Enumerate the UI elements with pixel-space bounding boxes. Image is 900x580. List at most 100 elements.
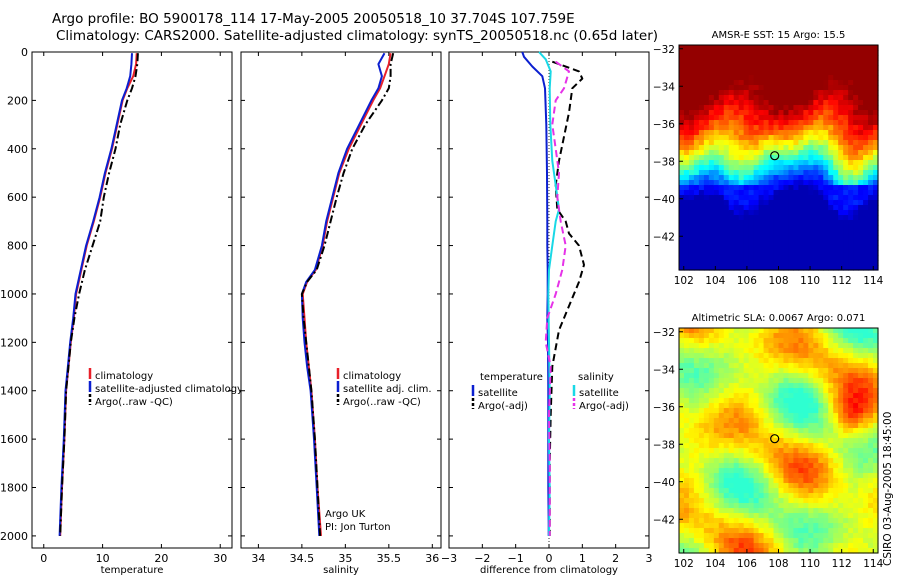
map-cell [863, 518, 869, 524]
map-cell [743, 180, 750, 186]
map-cell [758, 433, 765, 439]
map-cell [733, 160, 740, 166]
map-cell [773, 493, 780, 499]
map-cell [858, 255, 864, 261]
map-cell [718, 50, 725, 56]
map-cell [868, 160, 874, 166]
map-cell [803, 403, 809, 409]
map-cell [813, 155, 819, 161]
map-cell [683, 255, 690, 261]
map-cell [703, 473, 710, 479]
map-cell [738, 45, 745, 51]
map-cell [763, 353, 770, 359]
map-cell [718, 155, 725, 161]
map-cell [758, 70, 765, 76]
map-cell [803, 513, 809, 519]
map-cell [679, 255, 685, 261]
map-cell [713, 150, 720, 156]
map-cell [713, 533, 720, 539]
map-cell [833, 230, 839, 236]
map-cell [758, 260, 765, 266]
map-cell [788, 363, 795, 369]
map-cell [763, 543, 770, 549]
map-cell [808, 80, 814, 86]
map-cell [713, 45, 720, 51]
map-cell [823, 190, 829, 196]
map-cell [748, 458, 755, 464]
map-cell [758, 393, 765, 399]
map-cell [763, 240, 770, 246]
map-cell [803, 205, 809, 211]
map-cell [748, 60, 755, 66]
map-cell [818, 393, 824, 399]
map-cell [748, 90, 755, 96]
map-cell [803, 538, 809, 544]
map-cell [858, 418, 864, 424]
map-cell [733, 483, 740, 489]
map-cell [823, 225, 829, 231]
map-cell [838, 408, 844, 414]
map-cell [838, 100, 844, 106]
map-cell [833, 70, 839, 76]
map-cell [833, 468, 839, 474]
map-cell [733, 75, 740, 81]
map-cell [873, 160, 879, 166]
map-cell [848, 438, 854, 444]
legend-entry: Argo(-adj) [579, 401, 629, 412]
map-cell [853, 220, 859, 226]
map-cell [693, 175, 700, 181]
map-cell [848, 195, 854, 201]
map-cell [813, 498, 819, 504]
map-cell [818, 165, 824, 171]
map-cell [703, 443, 710, 449]
map-cell [808, 120, 814, 126]
map-cell [688, 533, 695, 539]
map-cell [708, 453, 715, 459]
map-cell [828, 443, 834, 449]
series-line-satellite-adj-clim- [300, 52, 386, 536]
map-cell [713, 125, 720, 131]
map-cell [708, 245, 715, 251]
map-cell [778, 255, 785, 261]
map-cell [833, 65, 839, 71]
map-cell [833, 428, 839, 434]
map-cell [738, 473, 745, 479]
map-cell [763, 548, 770, 554]
map-cell [679, 140, 685, 146]
map-cell [823, 175, 829, 181]
map-cell [803, 333, 809, 339]
x-tick-label: 112 [832, 275, 852, 287]
map-cell [813, 65, 819, 71]
map-cell [713, 538, 720, 544]
map-cell [718, 105, 725, 111]
map-cell [679, 55, 685, 61]
map-cell [723, 155, 730, 161]
map-cell [738, 433, 745, 439]
map-cell [728, 135, 735, 141]
map-cell [793, 250, 799, 256]
map-cell [758, 498, 765, 504]
map-cell [818, 378, 824, 384]
map-cell [768, 353, 775, 359]
map-cell [798, 85, 804, 91]
map-cell [813, 225, 819, 231]
map-cell [783, 155, 790, 161]
map-cell [838, 468, 844, 474]
map-cell [873, 190, 879, 196]
map-cell [679, 235, 685, 241]
map-cell [848, 160, 854, 166]
map-cell [743, 195, 750, 201]
map-cell [828, 368, 834, 374]
map-cell [708, 358, 715, 364]
map-cell [713, 255, 720, 261]
map-cell [743, 60, 750, 66]
map-cell [738, 220, 745, 226]
map-cell [788, 533, 795, 539]
map-cell [838, 338, 844, 344]
map-cell [843, 513, 849, 519]
map-cell [843, 328, 849, 334]
map-cell [688, 468, 695, 474]
map-cell [783, 403, 790, 409]
map-cell [813, 543, 819, 549]
map-cell [843, 483, 849, 489]
